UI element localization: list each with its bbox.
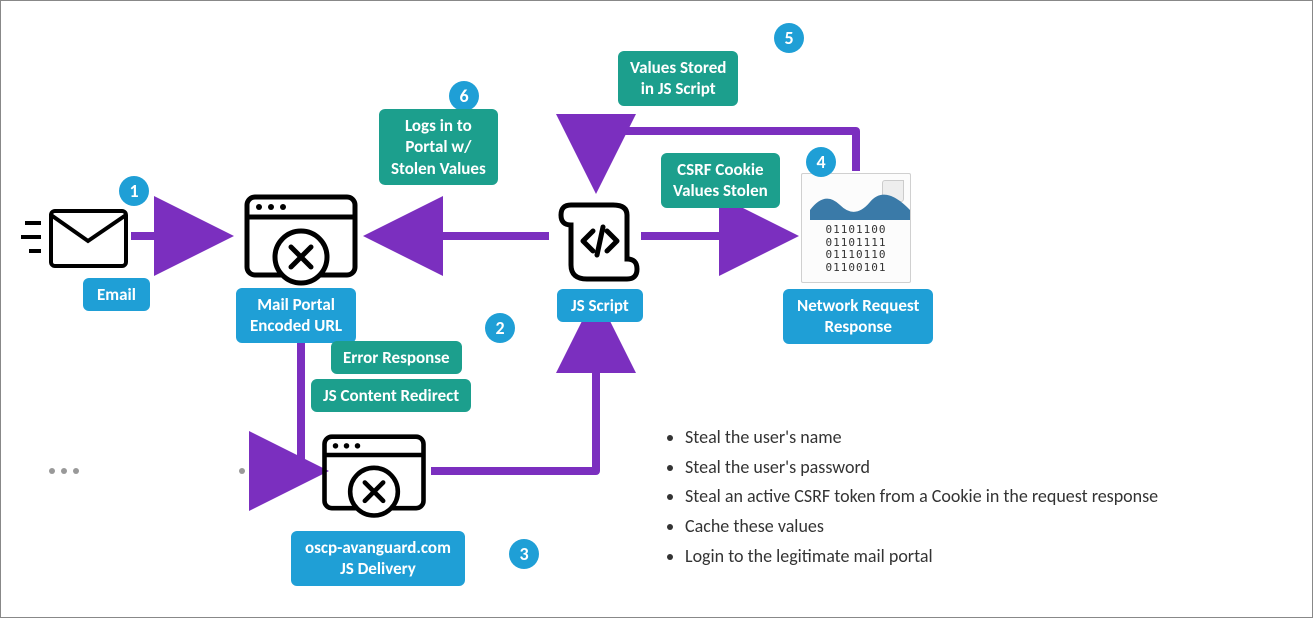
label-values-stored: Values Stored in JS Script bbox=[618, 51, 738, 106]
label-error-response: Error Response bbox=[331, 341, 462, 374]
connector-dot bbox=[239, 468, 245, 474]
label-oscp: oscp-avanguard.com JS Delivery bbox=[291, 531, 465, 586]
bullet-item: Cache these values bbox=[685, 512, 1158, 542]
script-icon bbox=[553, 193, 643, 288]
label-network-response: Network Request Response bbox=[783, 289, 933, 344]
bullet-list: Steal the user's name Steal the user's p… bbox=[661, 423, 1158, 571]
step-badge-5: 5 bbox=[774, 23, 804, 53]
bullet-item: Steal the user's name bbox=[685, 423, 1158, 453]
connector-dot bbox=[61, 468, 67, 474]
step-badge-1: 1 bbox=[119, 176, 149, 206]
email-icon bbox=[21, 201, 131, 276]
label-email: Email bbox=[83, 278, 150, 311]
connector-dot bbox=[73, 468, 79, 474]
label-js-redirect: JS Content Redirect bbox=[311, 379, 471, 412]
browser-error-icon bbox=[241, 191, 361, 291]
connector-dot bbox=[251, 468, 257, 474]
step-badge-6: 6 bbox=[449, 81, 479, 111]
connector-dot bbox=[263, 468, 269, 474]
bullet-item: Login to the legitimate mail portal bbox=[685, 542, 1158, 572]
step-badge-3: 3 bbox=[509, 539, 539, 569]
step-badge-2: 2 bbox=[485, 313, 515, 343]
browser-error-icon-2 bbox=[319, 431, 429, 523]
label-logs-in: Logs in to Portal w/ Stolen Values bbox=[379, 109, 498, 185]
label-csrf: CSRF Cookie Values Stolen bbox=[661, 153, 780, 208]
step-badge-4: 4 bbox=[806, 147, 836, 177]
connector-dot bbox=[49, 468, 55, 474]
bullet-item: Steal an active CSRF token from a Cookie… bbox=[685, 482, 1158, 512]
label-mail-portal: Mail Portal Encoded URL bbox=[236, 288, 356, 343]
diagram-canvas: 01101100 01101111 01110110 01100101 1 2 … bbox=[0, 0, 1313, 618]
label-js-script: JS Script bbox=[557, 289, 643, 322]
network-response-icon: 01101100 01101111 01110110 01100101 bbox=[801, 173, 911, 283]
bullet-item: Steal the user's password bbox=[685, 453, 1158, 483]
binary-text: 01101100 01101111 01110110 01100101 bbox=[802, 224, 910, 275]
